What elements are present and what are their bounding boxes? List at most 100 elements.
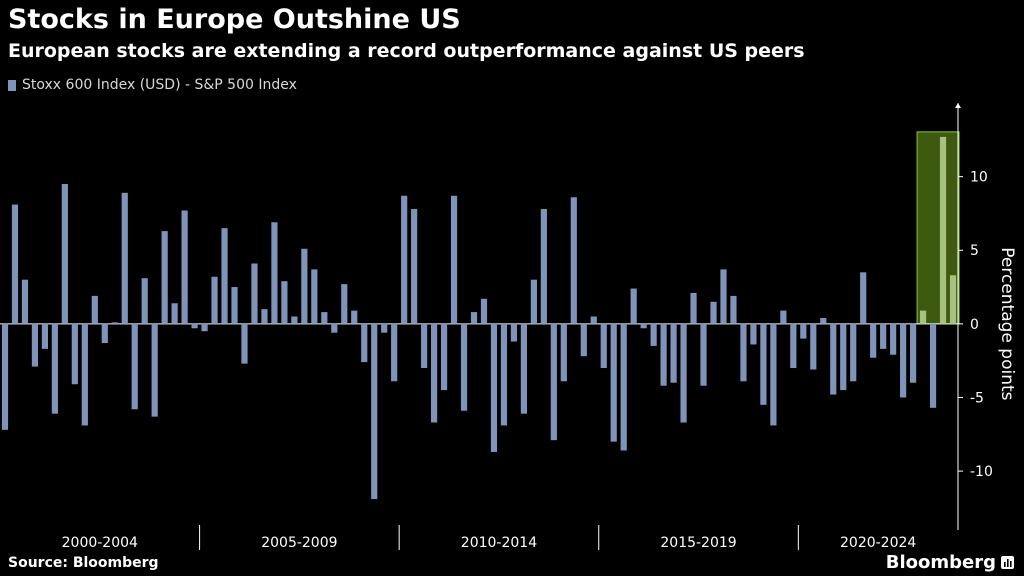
bar — [371, 323, 378, 500]
bar — [760, 323, 767, 405]
bar — [251, 263, 258, 324]
bar — [221, 228, 228, 324]
bar — [550, 323, 557, 441]
bar — [201, 323, 208, 332]
bar — [490, 323, 498, 452]
y-axis-arrow — [955, 103, 961, 108]
bar — [151, 323, 158, 417]
bloomberg-chart-icon — [1001, 556, 1014, 569]
bar — [71, 323, 78, 385]
chart-title: Stocks in Europe Outshine US — [8, 4, 461, 35]
bar — [949, 275, 957, 324]
bar — [460, 323, 468, 411]
bar — [261, 309, 268, 324]
bar — [361, 323, 368, 363]
bar — [470, 312, 478, 324]
bar — [730, 295, 737, 324]
x-tick-label: 2015-2019 — [660, 535, 736, 550]
bar — [680, 323, 687, 423]
bar — [690, 292, 697, 324]
bar — [351, 310, 358, 324]
bar — [171, 303, 178, 324]
bar — [870, 323, 877, 358]
y-tick-label: -5 — [970, 390, 984, 406]
bar — [91, 295, 98, 324]
bar — [630, 288, 637, 324]
bar — [480, 298, 488, 324]
bar — [780, 310, 787, 324]
bar — [750, 323, 757, 345]
x-tick-label: 2020-2024 — [840, 535, 916, 550]
bar — [421, 323, 428, 369]
y-tick-label: 0 — [970, 317, 979, 333]
bar — [820, 317, 827, 324]
bar — [191, 323, 198, 329]
bar — [231, 287, 238, 324]
bar — [11, 204, 19, 324]
bar — [411, 209, 418, 324]
bar — [321, 312, 328, 324]
bar — [540, 209, 547, 324]
bar — [580, 323, 587, 357]
bar — [520, 323, 527, 414]
bar — [341, 284, 348, 324]
source-note: Source: Bloomberg — [8, 555, 159, 571]
bar — [600, 323, 607, 369]
bar — [919, 310, 927, 324]
bar — [31, 323, 39, 367]
bar — [111, 322, 118, 324]
bar — [860, 272, 867, 324]
x-tick-label: 2005-2009 — [261, 535, 337, 550]
bar — [840, 323, 847, 391]
y-tick-label: 5 — [970, 243, 979, 259]
bar — [650, 323, 657, 346]
bar — [161, 231, 168, 324]
bar — [880, 323, 887, 349]
bar — [241, 323, 248, 364]
bar — [640, 323, 647, 329]
bloomberg-logo: Bloomberg — [885, 552, 996, 573]
bar — [21, 279, 29, 324]
bar — [890, 323, 897, 355]
bar — [41, 323, 48, 349]
bar — [181, 210, 188, 324]
bar — [211, 276, 218, 324]
chart-subtitle: European stocks are extending a record o… — [8, 40, 805, 62]
bar — [450, 195, 458, 324]
bar — [900, 323, 907, 398]
bar — [710, 301, 717, 324]
bar — [391, 323, 398, 382]
bar — [331, 323, 338, 333]
legend: Stoxx 600 Index (USD) - S&P 500 Index — [8, 77, 297, 93]
bar — [620, 323, 627, 451]
bar — [141, 278, 148, 324]
bar — [910, 323, 917, 383]
bar — [510, 323, 518, 342]
bar — [440, 323, 448, 391]
bar — [61, 183, 68, 324]
bar — [740, 323, 747, 382]
bar — [121, 192, 128, 324]
bar-chart: -10 -5 0 5 10 Percentage points 2000-2004 2005-… — [0, 103, 1017, 550]
bar — [1, 323, 9, 430]
bar — [431, 323, 438, 423]
bar — [381, 323, 388, 333]
x-tick-label: 2010-2014 — [461, 535, 537, 550]
bar — [610, 323, 617, 442]
bar — [810, 323, 817, 370]
x-tick-label: 2000-2004 — [62, 535, 138, 550]
bar — [500, 323, 508, 426]
bar — [590, 316, 597, 324]
bar — [570, 197, 577, 324]
bar — [939, 136, 947, 324]
bar — [101, 323, 108, 344]
bar — [929, 323, 937, 408]
bar — [770, 323, 777, 426]
y-axis-label: Percentage points — [997, 247, 1017, 400]
bar — [530, 279, 537, 324]
bar — [131, 323, 138, 410]
bar — [830, 323, 837, 395]
bar — [660, 323, 667, 386]
bar — [311, 269, 318, 324]
legend-label: Stoxx 600 Index (USD) - S&P 500 Index — [22, 77, 297, 93]
